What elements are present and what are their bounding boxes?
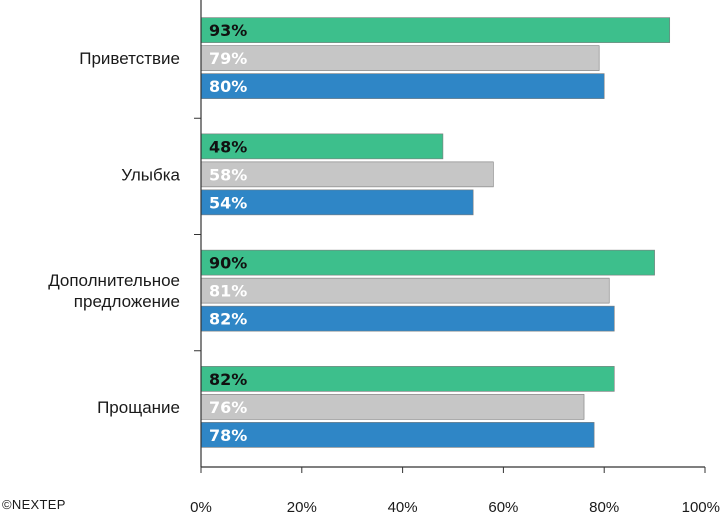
- bar-1-0: [200, 133, 444, 160]
- x-tick-label: 60%: [488, 499, 518, 516]
- bar-value-label: 54%: [209, 193, 247, 212]
- bar-0-2: [200, 73, 605, 99]
- bar-2-0: [200, 249, 655, 276]
- bars-layer: [200, 17, 671, 448]
- bar-value-label: 80%: [209, 77, 247, 96]
- x-tick-label: 80%: [589, 499, 619, 516]
- bar-value-label: 82%: [209, 370, 247, 389]
- bar-value-label: 82%: [209, 310, 247, 329]
- bar-value-label: 81%: [209, 282, 247, 301]
- bar-3-1: [200, 394, 585, 420]
- bar-1-1: [200, 161, 494, 188]
- bar-value-label: 58%: [209, 165, 247, 184]
- x-tick-label: 20%: [287, 499, 317, 516]
- x-tick-label: 40%: [388, 499, 418, 516]
- bar-1-2: [200, 189, 474, 216]
- bar-2-1: [200, 277, 610, 304]
- x-tick-label: 0%: [190, 499, 212, 516]
- category-label: Улыбка: [121, 165, 180, 184]
- x-tick-label: 100%: [682, 499, 720, 516]
- bar-value-label: 76%: [209, 398, 247, 417]
- bar-0-0: [200, 17, 671, 43]
- bar-value-label: 48%: [209, 137, 247, 156]
- bar-value-label: 79%: [209, 49, 247, 68]
- category-label: Прощание: [97, 398, 180, 417]
- labels-layer: 93% 79% 80% Приветствие 48% 58% 54% Улыбка 90% 81…: [48, 21, 720, 516]
- axes-layer: [194, 0, 706, 473]
- bar-value-label: 90%: [209, 254, 247, 273]
- category-label: Приветствие: [79, 49, 180, 68]
- bar-3-2: [200, 422, 595, 448]
- bar-3-0: [200, 366, 615, 392]
- bar-0-1: [200, 45, 600, 71]
- bar-value-label: 78%: [209, 426, 247, 445]
- copyright-note: ©NEXTEP: [2, 497, 66, 512]
- bar-2-2: [200, 305, 615, 332]
- category-label: Дополнительное предложение: [48, 271, 180, 311]
- bar-value-label: 93%: [209, 21, 247, 40]
